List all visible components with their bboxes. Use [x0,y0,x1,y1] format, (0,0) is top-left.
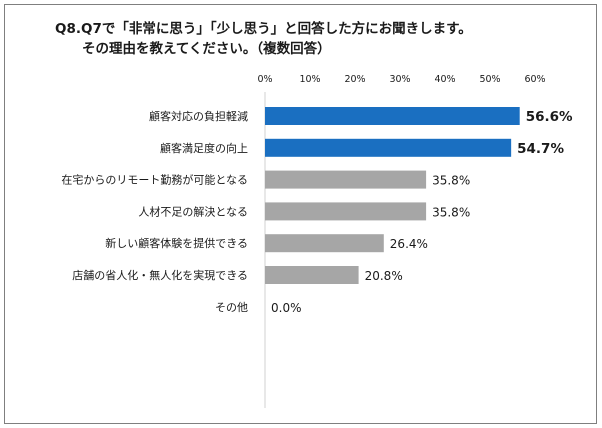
bar [265,234,384,253]
x-tick-label: 10% [299,74,320,85]
data-label: 35.8% [432,205,470,219]
category-label: 在宅からのリモート勤務が可能となる [61,173,248,187]
data-label: 35.8% [432,174,470,188]
x-tick-label: 50% [479,74,500,85]
category-label: 顧客満足度の向上 [160,141,248,155]
x-tick-label: 0% [257,74,272,85]
x-tick-label: 40% [434,74,455,85]
category-label: 店舗の省人化・無人化を実現できる [72,268,248,282]
x-tick-label: 30% [389,74,410,85]
category-label: その他 [215,301,248,314]
bar [265,266,359,284]
data-label: 20.8% [365,269,403,283]
bars [265,107,520,284]
x-tick-label: 60% [524,74,545,85]
category-label: 新しい顧客体験を提供できる [105,236,248,250]
bar [265,202,427,221]
category-label: 人材不足の解決となる [138,204,248,218]
bar [265,138,512,157]
category-label: 顧客対応の負担軽減 [149,109,248,123]
category-labels: 顧客対応の負担軽減顧客満足度の向上在宅からのリモート勤務が可能となる人材不足の解… [61,109,248,314]
data-label: 0.0% [271,301,302,315]
chart-title-line-1: Q8.Q7で「非常に思う」「少し思う」と回答した方にお聞きします。 [55,21,472,37]
bar [265,170,427,189]
data-label: 54.7% [517,141,564,157]
data-label: 26.4% [390,237,428,251]
chart-title-line-2: その理由を教えてください。（複数回答） [82,41,331,57]
x-tick-label: 20% [344,74,365,85]
bar [265,107,520,125]
data-label: 56.6% [526,109,573,125]
value-labels: 56.6% 54.7% 35.8% 35.8% 26.4% 20.8% 0.0% [271,109,573,315]
